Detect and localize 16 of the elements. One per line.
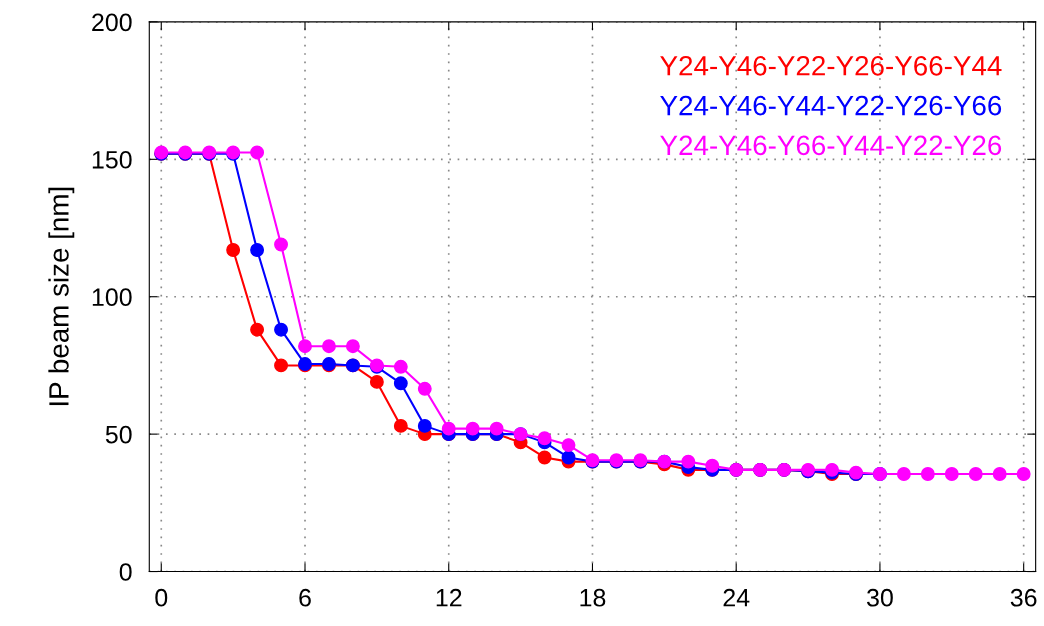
y-tick-label: 100: [92, 288, 132, 307]
x-tick-label: 18: [580, 588, 606, 607]
y-tick-label: 200: [92, 13, 132, 32]
y-tick-label: 0: [119, 563, 132, 581]
x-tick-label: 6: [299, 588, 311, 607]
text: Y24-Y46-Y44-Y22-Y26-Y66: [660, 95, 1002, 116]
y-tick-label: 50: [105, 425, 132, 444]
y-tick-label: 150: [92, 150, 132, 169]
x-tick-label: 24: [723, 588, 750, 607]
x-tick-label: 36: [1010, 588, 1037, 607]
y-axis-title: IP beam size [nm]: [48, 187, 75, 406]
text: Y24-Y46-Y66-Y44-Y22-Y26: [660, 135, 1002, 156]
x-tick-label: 0: [155, 588, 168, 607]
x-tick-label: 12: [436, 588, 462, 607]
x-tick-label: 30: [866, 588, 893, 607]
text: Y24-Y46-Y22-Y26-Y66-Y44: [660, 55, 1002, 76]
